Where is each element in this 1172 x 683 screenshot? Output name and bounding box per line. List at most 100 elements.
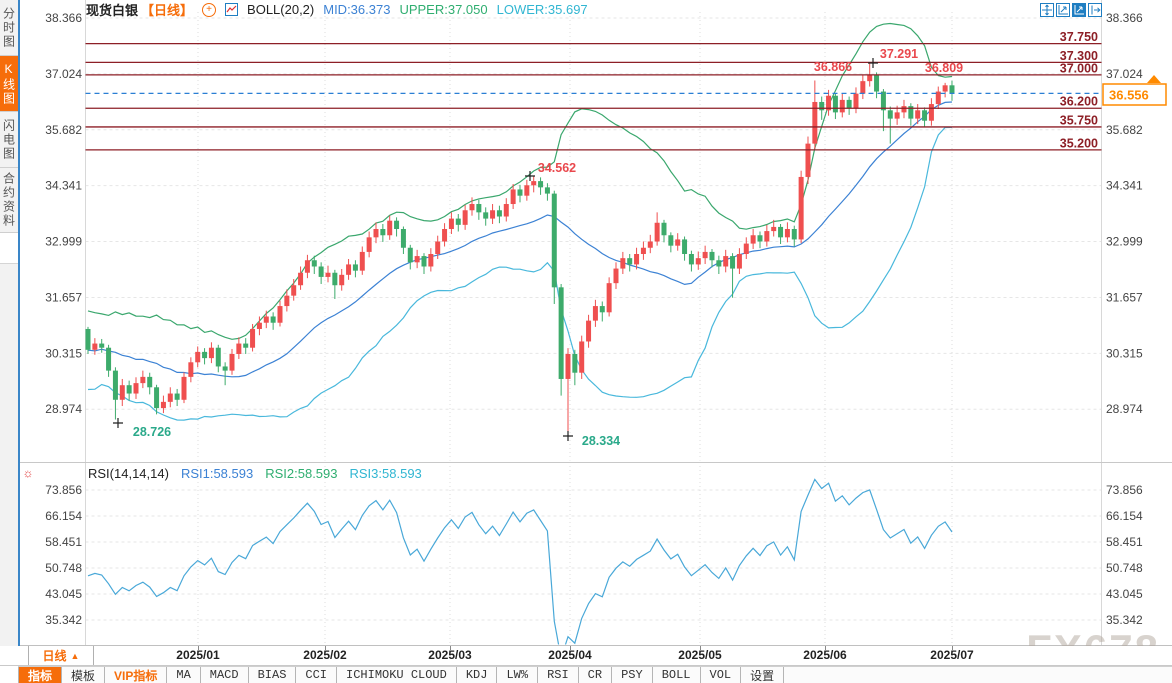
candle-body xyxy=(291,285,297,296)
candle-body xyxy=(709,251,715,261)
tab-CR[interactable]: CR xyxy=(578,667,613,683)
candle-body xyxy=(517,189,523,196)
candle-body xyxy=(627,258,633,265)
candle-body xyxy=(476,204,482,213)
rsi-label: RSI(14,14,14) xyxy=(88,465,169,481)
candle-body xyxy=(462,210,468,225)
candle-body xyxy=(551,193,557,288)
sidebar-tab-闪电图[interactable]: 闪电图 xyxy=(0,112,18,168)
price-axis-label-right: 30.315 xyxy=(1106,346,1143,360)
tab-设置[interactable]: 设置 xyxy=(741,667,785,683)
candle-body xyxy=(147,376,153,388)
rsi-axis-label-left: 73.856 xyxy=(45,483,82,497)
tab-BOLL[interactable]: BOLL xyxy=(652,667,701,683)
price-axis-label-left: 30.315 xyxy=(45,346,82,360)
sidebar-tab-K线图[interactable]: K线图 xyxy=(0,56,18,112)
candle-body xyxy=(167,393,173,402)
axis-scale-active-icon[interactable] xyxy=(1072,3,1086,17)
candle-body xyxy=(695,258,701,265)
rsi-axis-label-left: 50.748 xyxy=(45,561,82,575)
symbol-name: 现货白银 xyxy=(86,3,139,18)
candlestick-layer xyxy=(85,62,955,436)
swing-price-annotation: 37.291 xyxy=(880,47,918,61)
month-label: 2025/04 xyxy=(548,648,592,662)
candle-body xyxy=(222,366,228,371)
tab-模板[interactable]: 模板 xyxy=(62,667,106,683)
candle-body xyxy=(414,256,420,263)
collapse-panel-icon[interactable] xyxy=(1088,3,1102,17)
rsi3-value: RSI3:58.593 xyxy=(349,465,422,481)
tab-PSY[interactable]: PSY xyxy=(612,667,653,683)
candle-body xyxy=(860,81,866,94)
month-label: 2025/05 xyxy=(678,648,722,662)
main-chart-header: 现货白银 【日线】 + BOLL(20,2) MID:36.373 UPPER:… xyxy=(86,2,588,18)
candle-body xyxy=(778,226,784,238)
tab-ICHIMOKU CLOUD[interactable]: ICHIMOKU CLOUD xyxy=(337,667,457,683)
price-axis-label-left: 38.366 xyxy=(45,11,82,25)
boll-upper-value: UPPER:37.050 xyxy=(399,2,488,17)
tab-MA[interactable]: MA xyxy=(167,667,201,683)
drawn-line-label: 35.750 xyxy=(1060,113,1098,127)
price-and-rsi-chart: 38.366 38.366 37.024 37.024 35.682 35.682 34.3… xyxy=(20,0,1172,646)
rsi-axis-label-left: 58.451 xyxy=(45,535,82,549)
candle-body xyxy=(483,212,489,219)
candle-body xyxy=(298,272,304,286)
rsi-axis-label-right: 35.342 xyxy=(1106,613,1143,627)
candle-body xyxy=(544,187,550,194)
add-favorite-icon[interactable]: + xyxy=(202,2,217,17)
month-tick xyxy=(450,646,451,650)
candle-body xyxy=(339,274,345,286)
candle-body xyxy=(730,256,736,269)
candle-body xyxy=(668,235,674,246)
candle-body xyxy=(750,235,756,244)
swing-price-annotation: 28.334 xyxy=(582,434,620,448)
tab-MACD[interactable]: MACD xyxy=(200,667,249,683)
candle-body xyxy=(106,347,112,371)
drawn-line-label: 37.300 xyxy=(1060,49,1098,63)
axis-scale-icon[interactable] xyxy=(1056,3,1070,17)
candle-body xyxy=(928,104,934,121)
rsi-panel-header: RSI(14,14,14) RSI1:58.593 RSI2:58.593 RS… xyxy=(88,465,422,481)
sidebar-tab-合约资料[interactable]: 合约资料 xyxy=(0,168,18,233)
boll-mid-value: MID:36.373 xyxy=(323,2,391,17)
indicator-settings-icon[interactable]: ☼ xyxy=(22,466,34,480)
rsi-axis-label-right: 43.045 xyxy=(1106,587,1143,601)
rsi-axis-label-right: 73.856 xyxy=(1106,483,1143,497)
month-label: 2025/07 xyxy=(930,648,974,662)
candle-body xyxy=(256,322,262,329)
swing-price-annotation: 28.726 xyxy=(133,425,171,439)
price-axis-label-left: 31.657 xyxy=(45,290,82,304)
candle-body xyxy=(469,204,475,211)
sidebar-tab-分时图[interactable]: 分时图 xyxy=(0,0,18,56)
month-label: 2025/03 xyxy=(428,648,472,662)
tab-VIP指标[interactable]: VIP指标 xyxy=(105,667,168,683)
swing-price-annotation: 34.562 xyxy=(538,161,576,175)
current-price-tag xyxy=(1102,83,1167,106)
pan-crosshair-icon[interactable] xyxy=(1040,3,1054,17)
tab-RSI[interactable]: RSI xyxy=(538,667,579,683)
tab-LW%[interactable]: LW% xyxy=(497,667,539,683)
tab-CCI[interactable]: CCI xyxy=(296,667,338,683)
candle-body xyxy=(846,99,852,109)
candle-body xyxy=(202,351,208,359)
candle-body xyxy=(496,210,502,217)
period-selector[interactable]: 日线 ▲ xyxy=(28,646,94,665)
tab-指标[interactable]: 指标 xyxy=(18,667,63,683)
indicator-chart-icon xyxy=(225,3,239,16)
tab-KDJ[interactable]: KDJ xyxy=(456,667,498,683)
rsi-layer xyxy=(87,478,953,645)
boll-mid-line xyxy=(87,101,953,378)
cross-marker-icon xyxy=(113,418,123,428)
tab-VOL[interactable]: VOL xyxy=(700,667,742,683)
candle-body xyxy=(716,260,722,267)
month-tick xyxy=(952,646,953,650)
candle-body xyxy=(688,254,694,265)
candle-body xyxy=(448,218,454,230)
tab-BIAS[interactable]: BIAS xyxy=(248,667,297,683)
candle-body xyxy=(592,306,598,321)
price-axis-label-right: 37.024 xyxy=(1106,67,1143,81)
candle-body xyxy=(634,254,640,265)
candle-body xyxy=(832,95,838,113)
candle-body xyxy=(208,347,214,359)
